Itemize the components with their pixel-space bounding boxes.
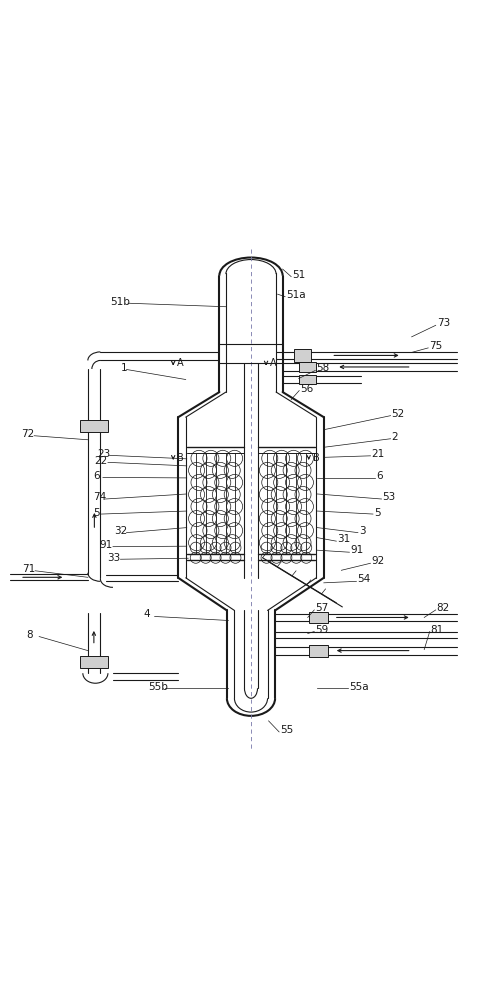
Text: 6: 6 — [93, 471, 99, 481]
Text: 3: 3 — [358, 526, 365, 536]
Text: B: B — [312, 453, 319, 463]
Text: 91: 91 — [350, 545, 363, 555]
Bar — [80, 656, 108, 668]
Text: 51b: 51b — [110, 297, 130, 307]
Text: 75: 75 — [428, 341, 441, 351]
Text: 32: 32 — [114, 526, 127, 536]
Text: 2: 2 — [391, 432, 397, 442]
Text: 56: 56 — [300, 384, 313, 394]
Text: 6: 6 — [376, 471, 382, 481]
Text: 51: 51 — [292, 270, 305, 280]
Text: B: B — [176, 453, 183, 463]
Text: 55: 55 — [280, 725, 293, 735]
Text: 33: 33 — [107, 553, 120, 563]
Text: 73: 73 — [436, 318, 449, 328]
Text: 54: 54 — [357, 574, 370, 584]
Text: 53: 53 — [382, 492, 395, 502]
Text: 52: 52 — [391, 409, 404, 419]
Text: 5: 5 — [373, 508, 380, 518]
Bar — [80, 420, 108, 432]
Text: 72: 72 — [21, 429, 34, 439]
Text: 4: 4 — [143, 609, 149, 619]
Text: 21: 21 — [371, 449, 384, 459]
Text: 91: 91 — [99, 540, 112, 550]
Text: 51a: 51a — [286, 290, 305, 300]
Text: 5: 5 — [93, 508, 99, 518]
Text: 82: 82 — [436, 603, 449, 613]
Text: 55b: 55b — [148, 682, 168, 692]
Text: 57: 57 — [315, 603, 328, 613]
Bar — [308, 612, 327, 623]
Bar — [298, 374, 316, 384]
Bar — [308, 645, 327, 657]
Text: 23: 23 — [97, 449, 110, 459]
Text: 31: 31 — [337, 534, 350, 544]
Text: 55a: 55a — [348, 682, 368, 692]
Text: 58: 58 — [316, 363, 329, 373]
Text: 74: 74 — [93, 492, 106, 502]
Bar — [298, 362, 316, 372]
Text: 81: 81 — [430, 625, 443, 635]
Text: 92: 92 — [371, 556, 384, 566]
Text: 59: 59 — [315, 625, 328, 635]
Text: 71: 71 — [23, 564, 36, 574]
Bar — [293, 349, 311, 362]
Text: 1: 1 — [120, 363, 127, 373]
Text: A: A — [270, 358, 276, 368]
Text: 22: 22 — [94, 456, 107, 466]
Text: 8: 8 — [27, 630, 33, 640]
Text: A: A — [176, 358, 183, 368]
